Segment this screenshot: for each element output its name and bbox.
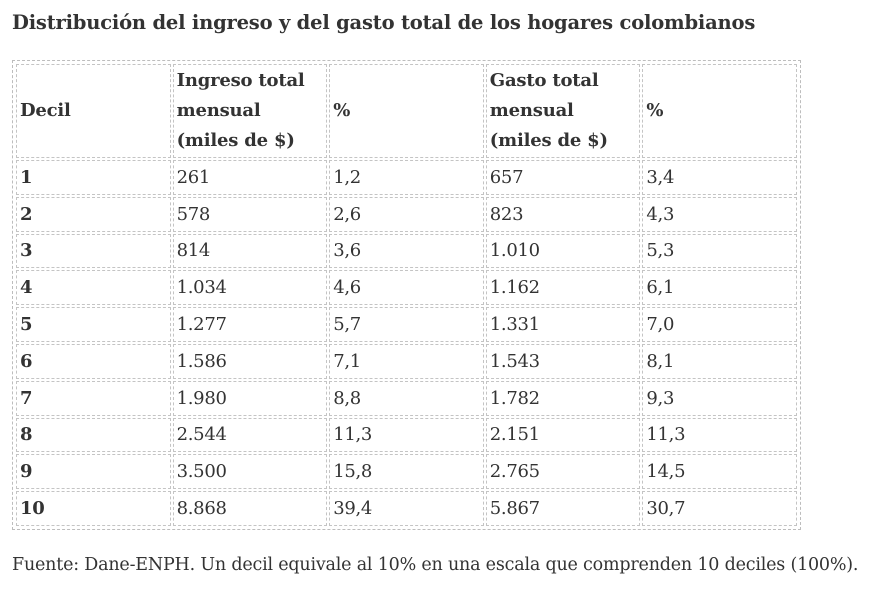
table-row: 5 1.277 5,7 1.331 7,0 bbox=[16, 307, 797, 342]
cell-gasto-pct: 7,0 bbox=[642, 307, 797, 342]
cell-decil: 10 bbox=[16, 491, 171, 526]
cell-gasto-pct: 14,5 bbox=[642, 454, 797, 490]
cell-ingreso: 1.277 bbox=[172, 307, 328, 342]
header-ingreso-line2: mensual bbox=[176, 100, 261, 121]
cell-decil: 1 bbox=[16, 160, 171, 195]
table-row: 1 261 1,2 657 3,4 bbox=[16, 160, 797, 195]
cell-ingreso-pct: 8,8 bbox=[329, 380, 484, 416]
cell-gasto-pct: 3,4 bbox=[642, 160, 797, 195]
header-ingreso-line3: (miles de $) bbox=[176, 130, 295, 151]
income-expense-table: Decil Ingreso total mensual (miles de $)… bbox=[12, 60, 801, 530]
cell-ingreso: 8.868 bbox=[172, 491, 328, 526]
cell-decil: 8 bbox=[16, 417, 171, 453]
cell-gasto: 2.765 bbox=[485, 454, 641, 490]
cell-ingreso: 1.586 bbox=[172, 343, 328, 379]
table-row: 9 3.500 15,8 2.765 14,5 bbox=[16, 454, 797, 490]
table-title: Distribución del ingreso y del gasto tot… bbox=[12, 11, 756, 34]
header-gasto: Gasto total mensual (miles de $) bbox=[485, 64, 641, 158]
header-gasto-line3: (miles de $) bbox=[489, 130, 608, 151]
cell-decil: 7 bbox=[16, 380, 171, 416]
cell-decil: 2 bbox=[16, 196, 171, 232]
table-row: 3 814 3,6 1.010 5,3 bbox=[16, 233, 797, 269]
cell-decil: 3 bbox=[16, 233, 171, 269]
cell-gasto-pct: 6,1 bbox=[642, 270, 797, 306]
cell-gasto-pct: 30,7 bbox=[642, 491, 797, 526]
cell-ingreso: 578 bbox=[172, 196, 328, 232]
source-note: Fuente: Dane-ENPH. Un decil equivale al … bbox=[12, 555, 859, 575]
cell-ingreso-pct: 4,6 bbox=[329, 270, 484, 306]
cell-decil: 5 bbox=[16, 307, 171, 342]
table-row: 4 1.034 4,6 1.162 6,1 bbox=[16, 270, 797, 306]
table-row: 6 1.586 7,1 1.543 8,1 bbox=[16, 343, 797, 379]
cell-gasto-pct: 5,3 bbox=[642, 233, 797, 269]
cell-ingreso-pct: 2,6 bbox=[329, 196, 484, 232]
cell-ingreso-pct: 39,4 bbox=[329, 491, 484, 526]
cell-gasto-pct: 4,3 bbox=[642, 196, 797, 232]
cell-ingreso: 261 bbox=[172, 160, 328, 195]
cell-decil: 6 bbox=[16, 343, 171, 379]
header-gasto-line1: Gasto total bbox=[489, 70, 599, 91]
header-decil: Decil bbox=[16, 64, 171, 158]
header-gasto-pct-label: % bbox=[646, 100, 664, 121]
cell-gasto: 5.867 bbox=[485, 491, 641, 526]
cell-ingreso-pct: 3,6 bbox=[329, 233, 484, 269]
cell-gasto: 1.010 bbox=[485, 233, 641, 269]
cell-ingreso-pct: 11,3 bbox=[329, 417, 484, 453]
header-ingreso-pct: % bbox=[329, 64, 484, 158]
cell-ingreso: 1.980 bbox=[172, 380, 328, 416]
cell-gasto: 1.782 bbox=[485, 380, 641, 416]
cell-ingreso-pct: 5,7 bbox=[329, 307, 484, 342]
cell-decil: 9 bbox=[16, 454, 171, 490]
cell-gasto: 657 bbox=[485, 160, 641, 195]
header-ingreso-pct-label: % bbox=[333, 100, 351, 121]
table-row: 10 8.868 39,4 5.867 30,7 bbox=[16, 491, 797, 526]
table-row: 2 578 2,6 823 4,3 bbox=[16, 196, 797, 232]
header-ingreso: Ingreso total mensual (miles de $) bbox=[172, 64, 328, 158]
header-ingreso-line1: Ingreso total bbox=[176, 70, 305, 91]
cell-gasto: 823 bbox=[485, 196, 641, 232]
cell-gasto-pct: 8,1 bbox=[642, 343, 797, 379]
header-row: Decil Ingreso total mensual (miles de $)… bbox=[16, 64, 797, 158]
table-row: 7 1.980 8,8 1.782 9,3 bbox=[16, 380, 797, 416]
cell-ingreso: 3.500 bbox=[172, 454, 328, 490]
cell-ingreso-pct: 15,8 bbox=[329, 454, 484, 490]
table-row: 8 2.544 11,3 2.151 11,3 bbox=[16, 417, 797, 453]
cell-ingreso-pct: 1,2 bbox=[329, 160, 484, 195]
header-gasto-pct: % bbox=[642, 64, 797, 158]
cell-ingreso: 814 bbox=[172, 233, 328, 269]
data-table: Decil Ingreso total mensual (miles de $)… bbox=[14, 62, 799, 528]
header-gasto-line2: mensual bbox=[489, 100, 574, 121]
cell-gasto: 1.331 bbox=[485, 307, 641, 342]
cell-gasto-pct: 9,3 bbox=[642, 380, 797, 416]
cell-ingreso: 2.544 bbox=[172, 417, 328, 453]
cell-gasto-pct: 11,3 bbox=[642, 417, 797, 453]
cell-gasto: 1.162 bbox=[485, 270, 641, 306]
cell-ingreso: 1.034 bbox=[172, 270, 328, 306]
cell-decil: 4 bbox=[16, 270, 171, 306]
header-decil-label: Decil bbox=[20, 100, 71, 121]
cell-gasto: 1.543 bbox=[485, 343, 641, 379]
cell-gasto: 2.151 bbox=[485, 417, 641, 453]
cell-ingreso-pct: 7,1 bbox=[329, 343, 484, 379]
